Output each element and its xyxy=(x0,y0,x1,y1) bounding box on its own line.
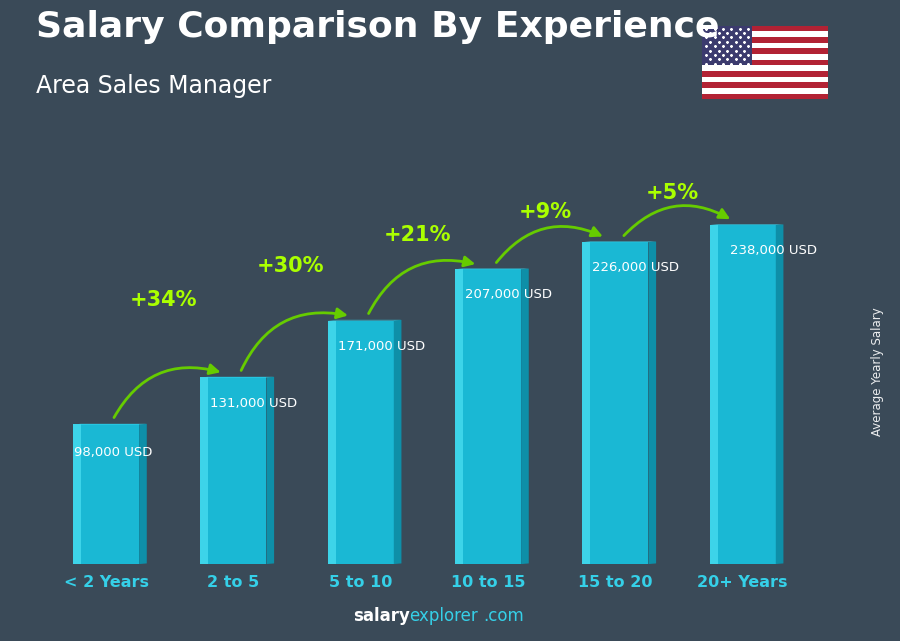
Text: +21%: +21% xyxy=(384,225,452,245)
Text: Salary Comparison By Experience: Salary Comparison By Experience xyxy=(36,10,719,44)
Bar xyxy=(702,43,828,48)
Polygon shape xyxy=(201,378,266,564)
Polygon shape xyxy=(266,377,274,564)
Polygon shape xyxy=(201,378,208,564)
Polygon shape xyxy=(582,242,590,564)
Bar xyxy=(702,82,828,88)
Polygon shape xyxy=(73,424,81,564)
Bar xyxy=(36,179,828,564)
Polygon shape xyxy=(649,242,656,564)
Polygon shape xyxy=(454,269,463,564)
Polygon shape xyxy=(521,269,529,564)
Polygon shape xyxy=(776,224,783,564)
Bar xyxy=(702,37,828,43)
Text: salary: salary xyxy=(353,607,410,625)
Bar xyxy=(702,48,828,54)
Bar xyxy=(702,71,828,77)
Polygon shape xyxy=(454,269,521,564)
Polygon shape xyxy=(73,424,140,564)
Text: .com: .com xyxy=(483,607,524,625)
Text: +9%: +9% xyxy=(518,202,572,222)
Bar xyxy=(702,26,752,65)
Text: explorer: explorer xyxy=(410,607,478,625)
Polygon shape xyxy=(328,320,394,564)
Bar xyxy=(702,26,828,31)
Text: 171,000 USD: 171,000 USD xyxy=(338,340,425,353)
Bar xyxy=(702,60,828,65)
Text: 98,000 USD: 98,000 USD xyxy=(74,445,153,459)
Bar xyxy=(702,65,828,71)
Bar xyxy=(702,88,828,94)
Text: +34%: +34% xyxy=(130,290,197,310)
Text: +5%: +5% xyxy=(646,183,699,203)
Polygon shape xyxy=(328,320,336,564)
Text: 238,000 USD: 238,000 USD xyxy=(730,244,817,257)
Text: 226,000 USD: 226,000 USD xyxy=(592,262,680,274)
Text: Average Yearly Salary: Average Yearly Salary xyxy=(871,308,884,436)
Polygon shape xyxy=(201,377,274,378)
Text: +30%: +30% xyxy=(256,256,324,276)
Bar xyxy=(702,31,828,37)
Polygon shape xyxy=(709,225,717,564)
Text: Area Sales Manager: Area Sales Manager xyxy=(36,74,272,97)
Bar xyxy=(702,94,828,99)
Bar xyxy=(702,54,828,60)
Polygon shape xyxy=(709,224,783,225)
Polygon shape xyxy=(709,225,776,564)
Polygon shape xyxy=(582,242,649,564)
Polygon shape xyxy=(140,424,147,564)
Polygon shape xyxy=(394,320,401,564)
Text: 131,000 USD: 131,000 USD xyxy=(211,397,298,410)
Bar xyxy=(702,77,828,82)
Text: 207,000 USD: 207,000 USD xyxy=(465,288,552,301)
